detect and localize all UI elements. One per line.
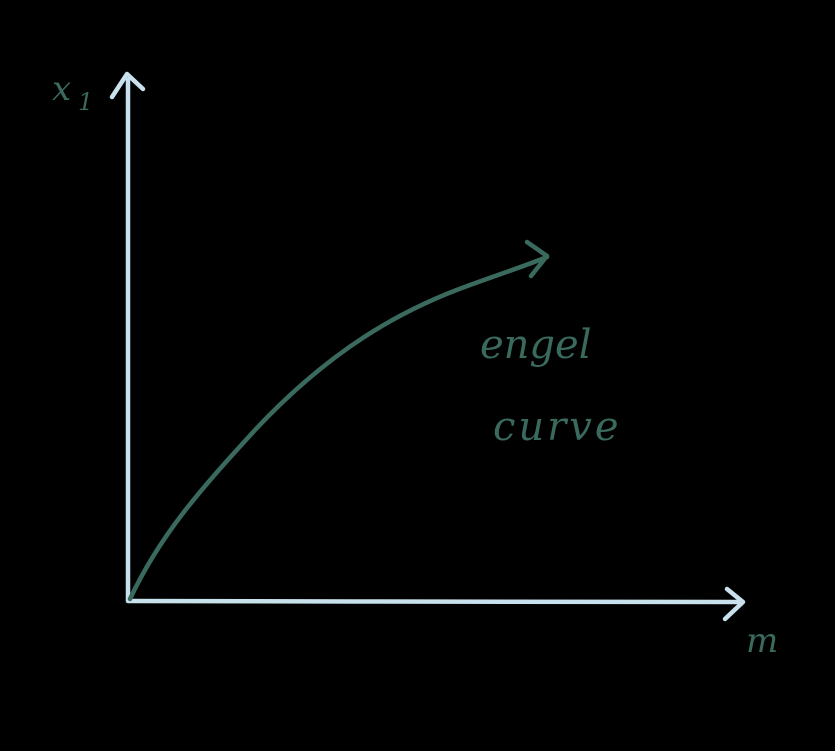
x-axis-arrowhead [722, 586, 746, 622]
curve-label-engel: engel [480, 322, 592, 368]
engel-curve-line [127, 254, 550, 602]
curve-label-curve: curve [493, 404, 622, 450]
y-axis-arrowhead [109, 71, 146, 100]
x-axis-label: m [746, 621, 778, 661]
engel-curve-arrowhead [524, 239, 550, 279]
y-axis-subscript: 1 [78, 88, 93, 116]
engel-curve [127, 239, 550, 602]
x-axis [125, 586, 746, 622]
y-axis-label: x [52, 69, 71, 109]
y-axis [109, 71, 146, 603]
x-axis-line [125, 598, 745, 605]
